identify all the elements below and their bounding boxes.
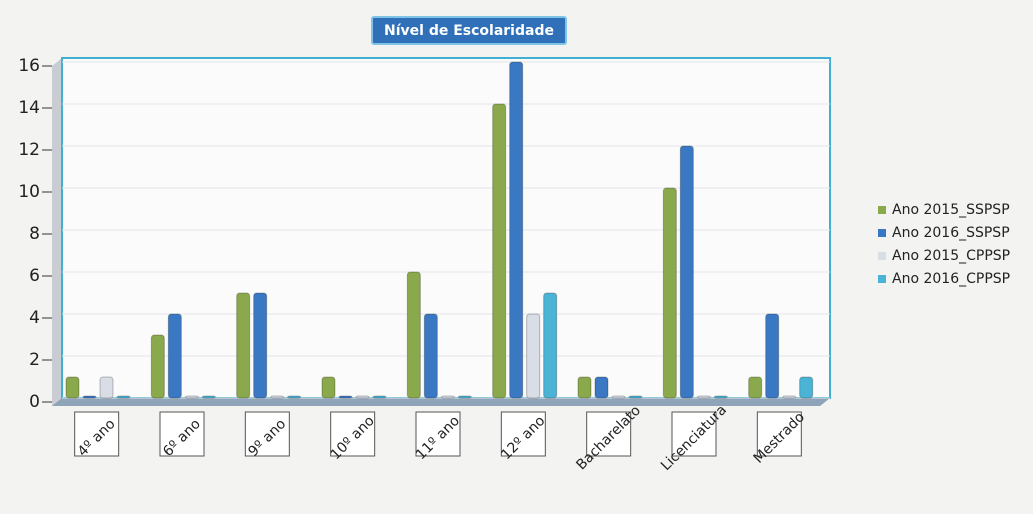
bar — [201, 395, 216, 399]
y-tick-label: 12 — [18, 140, 40, 160]
x-label-box — [244, 411, 290, 457]
bar — [338, 395, 353, 399]
bar — [457, 395, 472, 399]
bar — [99, 376, 114, 399]
bar — [82, 395, 97, 399]
chart-title: Nível de Escolaridade — [384, 23, 554, 39]
bar — [355, 395, 370, 399]
legend-label: Ano 2016_CPPSP — [892, 271, 1010, 287]
bar — [492, 103, 507, 399]
legend-label: Ano 2015_CPPSP — [892, 248, 1010, 264]
plot-area — [61, 57, 831, 399]
x-label-box — [756, 411, 802, 457]
bar — [270, 395, 285, 399]
bar — [765, 313, 780, 399]
bar — [406, 271, 421, 399]
bar — [713, 395, 728, 399]
bar — [372, 395, 387, 399]
bar — [253, 292, 268, 399]
y-tick-label: 10 — [18, 182, 40, 202]
bar — [696, 395, 711, 399]
bar — [184, 395, 199, 399]
legend-swatch — [878, 206, 886, 214]
bar — [440, 395, 455, 399]
bar — [509, 61, 524, 399]
bar — [65, 376, 80, 399]
y-tick-label: 14 — [18, 98, 40, 118]
title-box — [371, 16, 567, 45]
bar — [116, 395, 131, 399]
y-tick-label: 6 — [29, 266, 40, 286]
bar — [799, 376, 814, 399]
x-label-box — [500, 411, 546, 457]
bar — [543, 292, 558, 399]
y-tick-label: 16 — [18, 56, 40, 76]
bar — [321, 376, 336, 399]
bar — [236, 292, 251, 399]
x-label-box — [330, 411, 376, 457]
y-tick-label: 2 — [29, 350, 40, 370]
bar — [526, 313, 541, 399]
plot-floor — [52, 398, 830, 406]
legend-label: Ano 2015_SSPSP — [892, 202, 1010, 218]
bar — [150, 334, 165, 399]
bar — [594, 376, 609, 399]
bar — [611, 395, 626, 399]
legend-swatch — [878, 229, 886, 237]
y-tick-label: 8 — [29, 224, 40, 244]
legend-label: Ano 2016_SSPSP — [892, 225, 1010, 241]
legend-swatch — [878, 252, 886, 260]
legend-swatch — [878, 275, 886, 283]
x-label-box — [671, 411, 717, 457]
bar — [167, 313, 182, 399]
y-tick-label: 4 — [29, 308, 40, 328]
x-label-box — [415, 411, 461, 457]
x-label-box — [74, 411, 120, 457]
y-tick-label: 0 — [29, 392, 40, 412]
bar — [287, 395, 302, 399]
bar — [748, 376, 763, 399]
x-label-box — [159, 411, 205, 457]
bar — [423, 313, 438, 399]
bar — [782, 395, 797, 399]
x-label-box — [586, 411, 632, 457]
bar — [577, 376, 592, 399]
bar — [679, 145, 694, 399]
bar — [628, 395, 643, 399]
bar — [662, 187, 677, 399]
